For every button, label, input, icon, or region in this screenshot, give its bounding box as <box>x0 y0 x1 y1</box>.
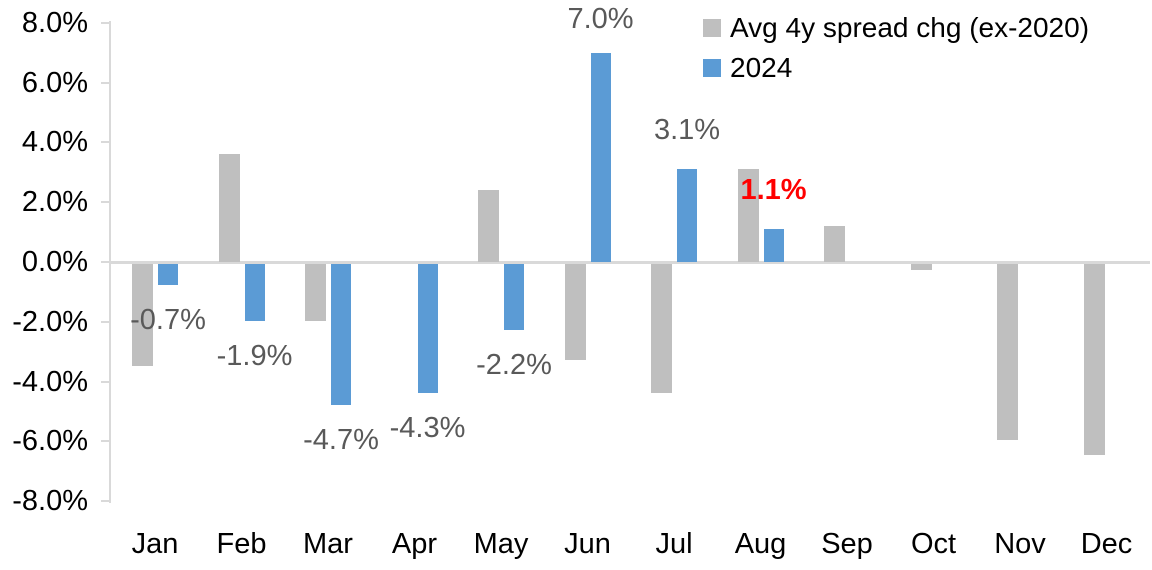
legend-swatch-gray-icon <box>703 19 721 37</box>
y-tick-label-0-0-: 0.0% <box>21 246 88 278</box>
y-tick-label-8-0-: 8.0% <box>21 6 88 39</box>
legend: Avg 4y spread chg (ex-2020) 2024 <box>703 8 1089 88</box>
data-label-aug: 1.1% <box>740 174 807 207</box>
y-tick-8-0- <box>101 21 110 24</box>
data-label-jul: 3.1% <box>653 114 721 147</box>
y-tick-0-0- <box>101 261 110 263</box>
y-tick-label-6-0-: 6.0% <box>21 66 88 99</box>
zero-axis-line <box>109 261 1150 264</box>
x-axis-label-aug: Aug <box>734 528 787 560</box>
bar-2024-apr <box>417 264 438 393</box>
y-tick-label--8-0-: -8.0% <box>12 485 88 518</box>
y-tick--2-0- <box>101 320 110 323</box>
y-tick--6-0- <box>101 440 110 443</box>
y-tick-label-2-0-: 2.0% <box>21 186 88 219</box>
y-tick--4-0- <box>101 380 110 383</box>
y-tick-label--2-0-: -2.0% <box>12 305 88 338</box>
bar-2024-aug <box>763 229 784 262</box>
legend-label-avg-spread: Avg 4y spread chg (ex-2020) <box>730 12 1090 43</box>
y-tick-6-0- <box>101 81 110 84</box>
data-label-may: -2.2% <box>476 348 552 381</box>
legend-item-avg-spread: Avg 4y spread chg (ex-2020) <box>703 8 1089 48</box>
bar-2024-mar <box>331 264 351 405</box>
x-axis-label-mar: Mar <box>303 528 353 560</box>
y-tick-label--4-0-: -4.0% <box>12 365 88 398</box>
bar-avg-spread-oct <box>910 264 932 270</box>
x-axis-label-apr: Apr <box>391 528 438 560</box>
bar-2024-jun <box>590 52 611 262</box>
y-tick-label-4-0-: 4.0% <box>21 126 88 159</box>
legend-swatch-blue-icon <box>703 59 721 77</box>
x-axis-label-dec: Dec <box>1080 528 1133 560</box>
bar-avg-spread-nov <box>997 264 1018 441</box>
bar-avg-spread-jun <box>564 264 586 360</box>
x-axis-label-jul: Jul <box>655 528 693 560</box>
x-axis-label-may: May <box>473 528 529 560</box>
bar-avg-spread-aug <box>737 169 759 262</box>
data-label-jan: -0.7% <box>130 303 206 336</box>
legend-item-2024: 2024 <box>703 48 1089 88</box>
y-tick-label--6-0-: -6.0% <box>12 425 88 458</box>
x-axis-label-nov: Nov <box>994 528 1046 560</box>
bar-avg-spread-jul <box>651 264 672 393</box>
bar-avg-spread-sep <box>824 226 845 262</box>
x-axis-label-sep: Sep <box>821 528 873 560</box>
data-label-apr: -4.3% <box>389 411 466 444</box>
y-tick-2-0- <box>101 201 110 204</box>
bar-avg-spread-feb <box>218 154 240 262</box>
x-axis-label-jun: Jun <box>564 528 611 560</box>
data-label-feb: -1.9% <box>216 339 293 372</box>
x-axis-label-jan: Jan <box>131 528 179 560</box>
bar-avg-spread-mar <box>305 264 326 321</box>
bar-2024-jul <box>677 169 697 262</box>
bar-avg-spread-jan <box>132 264 153 366</box>
bar-2024-jan <box>158 264 178 285</box>
data-label-mar: -4.7% <box>303 423 379 456</box>
bar-avg-spread-dec <box>1083 264 1105 456</box>
x-axis-label-oct: Oct <box>910 528 957 560</box>
x-axis-label-feb: Feb <box>216 528 267 560</box>
y-tick--8-0- <box>101 500 110 503</box>
y-tick-4-0- <box>101 141 110 144</box>
bar-avg-spread-may <box>478 190 499 262</box>
legend-label-2024: 2024 <box>730 52 793 83</box>
data-label-jun: 7.0% <box>567 3 634 35</box>
bar-2024-feb <box>244 264 265 321</box>
bar-2024-may <box>504 264 524 330</box>
